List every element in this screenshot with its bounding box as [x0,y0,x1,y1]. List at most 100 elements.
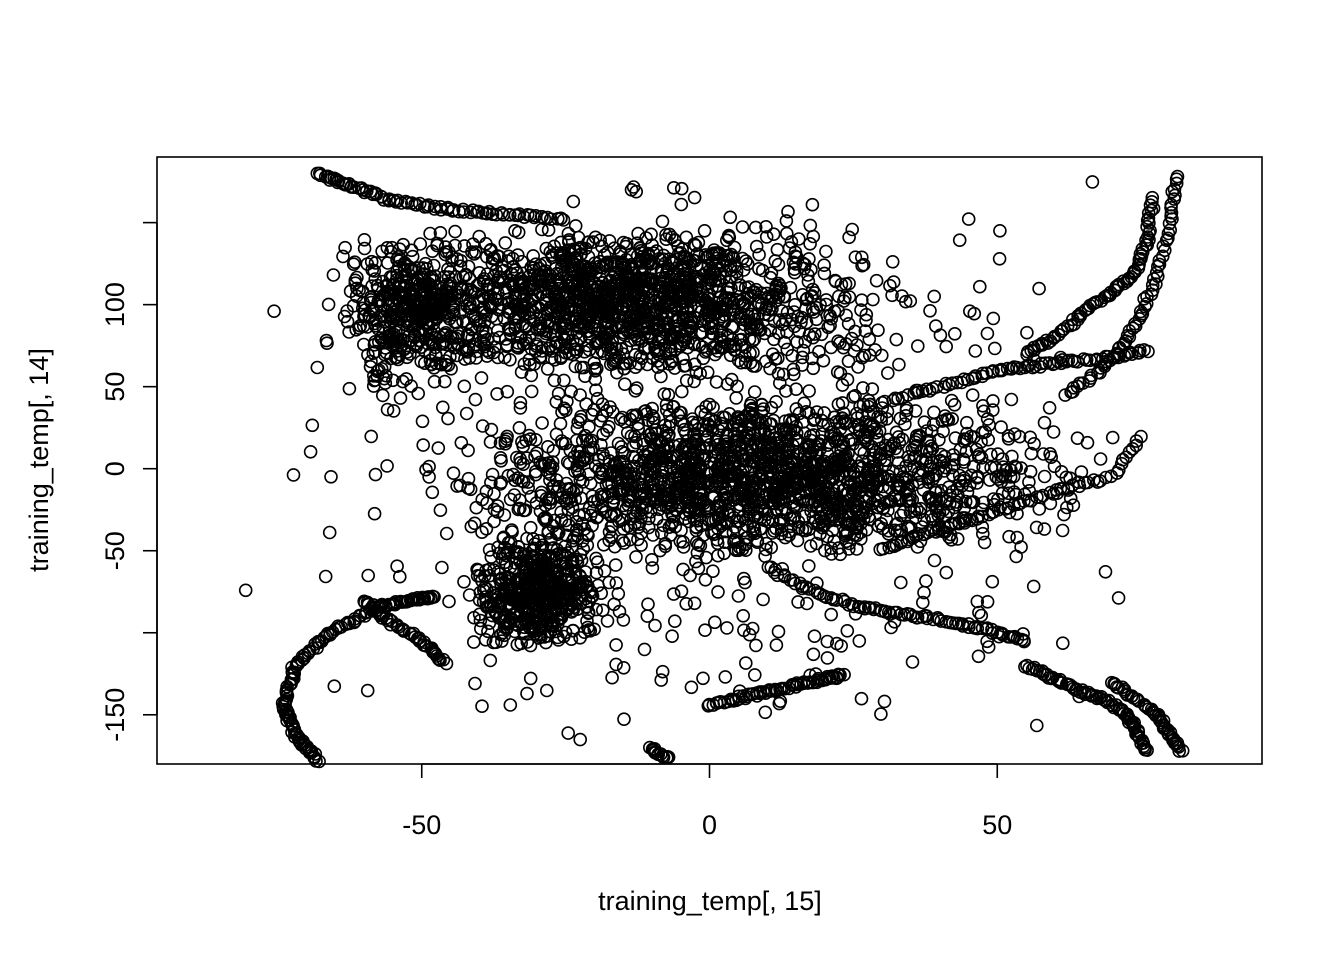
data-point [468,392,483,407]
data-point [806,647,821,662]
data-point [889,332,904,347]
data-point [367,337,382,352]
data-point [419,462,433,477]
data-point [839,308,853,323]
data-point [412,323,427,338]
data-point [466,237,480,251]
data-point [336,249,350,264]
data-point [968,344,983,358]
data-point [535,344,549,358]
data-point [715,300,729,315]
data-point [748,220,763,235]
data-point [1037,522,1052,536]
data-point [413,237,428,251]
data-point [418,256,433,271]
data-point [441,262,455,277]
data-point [631,226,645,241]
data-point [1020,325,1034,340]
data-point [425,485,440,500]
data-point [665,629,679,644]
data-point [886,275,901,289]
data-point [446,466,461,481]
data-point [990,447,1005,461]
data-point [429,311,444,326]
data-point [566,623,580,638]
data-point [551,305,566,320]
data-point [477,272,491,286]
data-point [468,676,482,691]
data-point [720,621,734,635]
data-point [803,218,818,233]
data-point [576,269,591,284]
data-point [735,220,750,234]
data-point [747,385,762,399]
data-point [1093,452,1108,466]
data-point [479,237,493,251]
data-point [508,321,522,336]
data-point [392,569,407,584]
data-point [468,245,483,259]
data-point [715,258,730,273]
data-point [738,280,753,295]
data-point [561,226,576,241]
data-point [927,553,942,568]
data-point [578,259,592,274]
data-point [388,350,403,365]
data-point [318,569,333,584]
data-point [541,526,556,540]
data-point [806,330,820,345]
data-point [573,292,588,307]
data-point [756,592,770,607]
data-point [644,227,658,242]
data-point [337,309,352,324]
data-point [579,397,593,411]
data-point [1009,549,1024,564]
data-point [321,297,336,312]
data-point [609,657,623,672]
data-point [433,503,448,518]
data-point [347,255,362,270]
data-point [600,614,615,628]
data-point [437,374,452,389]
data-point [691,561,706,576]
data-point [484,309,499,324]
data-point [729,337,744,352]
data-point [579,324,594,339]
data-point [738,656,753,670]
data-point [608,558,623,572]
data-point [497,508,512,522]
data-point [438,240,453,254]
data-point [800,596,814,611]
data-point [655,664,670,679]
data-point [448,238,462,253]
data-point [696,351,711,366]
data-point [842,290,857,304]
data-point [503,492,518,507]
data-point [338,240,352,255]
data-point [605,670,619,685]
data-point [696,671,710,686]
data-point [357,309,371,324]
data-point [666,181,681,195]
data-point [791,232,806,246]
data-point [400,345,415,359]
data-point [479,343,494,358]
data-point [971,649,986,664]
data-point [601,301,616,316]
data-point [877,694,892,709]
data-point [600,255,615,270]
data-point [666,587,681,601]
data-point [655,214,670,229]
data-point [469,344,484,359]
data-point [547,289,562,304]
data-point [771,257,786,272]
data-point [346,298,361,313]
data-point [1032,281,1046,296]
data-point [698,623,712,638]
data-point [719,233,734,248]
data-point [523,357,537,372]
data-point [588,361,602,376]
data-point [574,240,589,255]
data-point [426,258,441,273]
data-point [475,699,489,714]
